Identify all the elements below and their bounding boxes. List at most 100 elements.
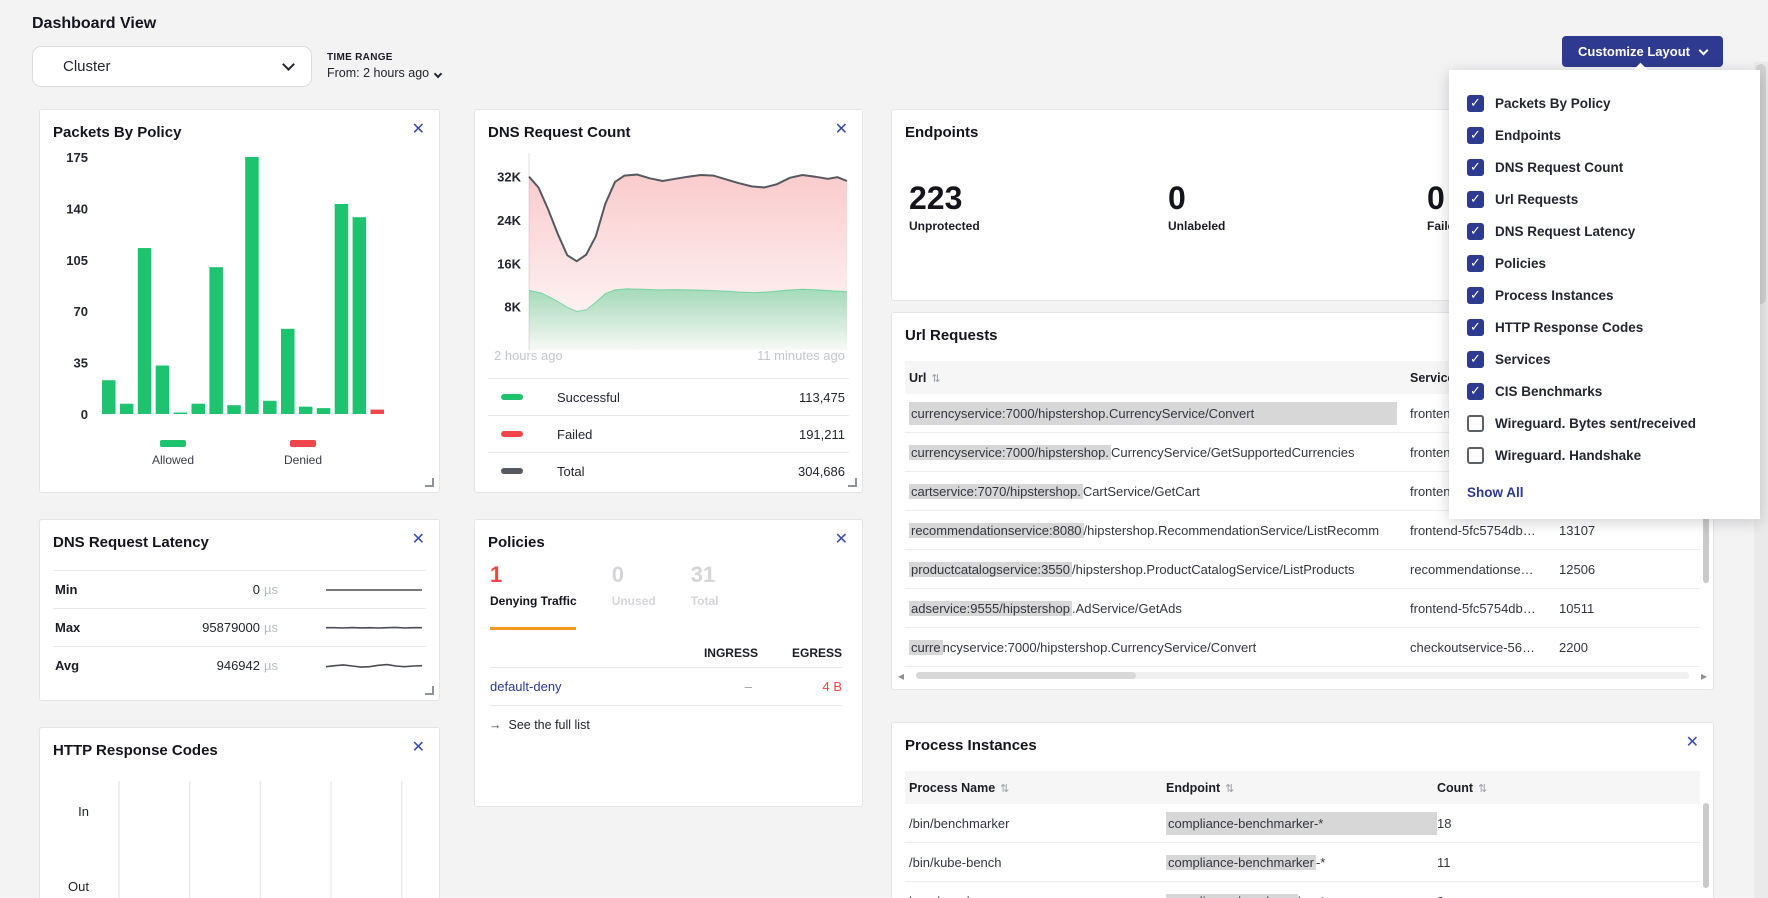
sort-icon: ⇅ [1000, 783, 1009, 795]
legend-item-denied: Denied [275, 440, 331, 467]
url-table-row[interactable]: productcatalogservice:3550/hipstershop.P… [905, 550, 1700, 589]
scroll-left-icon[interactable]: ◂ [898, 669, 904, 683]
process-table-row[interactable]: /bin/kube-bench compliance-benchmarker-*… [905, 843, 1700, 882]
checkbox[interactable] [1467, 447, 1484, 464]
checkbox[interactable] [1467, 319, 1484, 336]
svg-text:16K: 16K [497, 256, 521, 271]
view-selector-dropdown[interactable]: Cluster [32, 46, 312, 87]
checkbox[interactable] [1467, 255, 1484, 272]
scroll-right-icon[interactable]: ▸ [1701, 669, 1707, 683]
column-header-process-name[interactable]: Process Name⇅ [905, 781, 1166, 795]
column-header-url[interactable]: Url⇅ [905, 371, 1410, 385]
show-all-link[interactable]: Show All [1467, 485, 1524, 500]
policy-egress-value: 4 B [752, 679, 842, 694]
legend-row-total: Total 304,686 [488, 452, 849, 489]
menu-item-wireguard-handshake[interactable]: Wireguard. Handshake [1467, 439, 1760, 471]
time-range-value[interactable]: From: 2 hours ago [327, 66, 441, 80]
sort-icon: ⇅ [1478, 783, 1487, 795]
row-label-in: In [49, 804, 89, 819]
card-dns-request-count: DNS Request Count ✕ 8K16K24K32K 2 hours … [474, 109, 863, 493]
close-icon[interactable]: ✕ [835, 122, 848, 138]
horizontal-scrollbar[interactable] [916, 672, 1689, 679]
menu-item-wireguard-bytes[interactable]: Wireguard. Bytes sent/received [1467, 407, 1760, 439]
vertical-scrollbar-thumb[interactable] [1703, 803, 1709, 888]
policy-ingress-value: – [696, 679, 752, 694]
checkbox[interactable] [1467, 159, 1484, 176]
checkbox[interactable] [1467, 287, 1484, 304]
resize-handle[interactable] [848, 478, 857, 487]
process-table-row[interactable]: benchmarker compliance-benchmarker-* 9 [905, 882, 1700, 898]
checkbox[interactable] [1467, 383, 1484, 400]
http-codes-grid-chart [40, 781, 439, 898]
sparkline-max [326, 618, 422, 638]
arrow-right-icon: → [489, 718, 502, 732]
close-icon[interactable]: ✕ [835, 532, 848, 548]
menu-item-policies[interactable]: Policies [1467, 247, 1760, 279]
legend-swatch-allowed [160, 440, 186, 447]
close-icon[interactable]: ✕ [412, 532, 425, 548]
active-tab-underline [490, 627, 576, 630]
checkbox[interactable] [1467, 127, 1484, 144]
svg-text:0: 0 [81, 407, 88, 422]
column-header-count[interactable]: Count⇅ [1437, 781, 1547, 795]
tab-denying-traffic[interactable]: 1 Denying Traffic [490, 564, 577, 608]
tab-total[interactable]: 31 Total [691, 564, 719, 608]
menu-item-dns-request-latency[interactable]: DNS Request Latency [1467, 215, 1760, 247]
resize-handle[interactable] [425, 478, 434, 487]
checkbox[interactable] [1467, 415, 1484, 432]
legend-row-failed: Failed 191,211 [488, 415, 849, 452]
card-title: Endpoints [905, 124, 978, 141]
close-icon[interactable]: ✕ [1686, 735, 1699, 751]
see-full-list-link[interactable]: →See the full list [489, 718, 590, 732]
svg-text:70: 70 [74, 304, 88, 319]
menu-item-dns-request-count[interactable]: DNS Request Count [1467, 151, 1760, 183]
x-label-end: 11 minutes ago [757, 348, 845, 363]
column-header-endpoint[interactable]: Endpoint⇅ [1166, 781, 1437, 795]
stat-unprotected: 223 Unprotected [909, 182, 1168, 233]
dns-chart-x-labels: 2 hours ago 11 minutes ago [494, 348, 845, 363]
checkbox[interactable] [1467, 95, 1484, 112]
checkbox[interactable] [1467, 351, 1484, 368]
resize-handle[interactable] [425, 686, 434, 695]
svg-text:105: 105 [66, 253, 88, 268]
card-title: HTTP Response Codes [53, 742, 218, 759]
legend-swatch-successful [501, 394, 523, 400]
process-table-row[interactable]: /bin/benchmarker compliance-benchmarker-… [905, 804, 1700, 843]
chevron-down-icon [1699, 45, 1709, 55]
close-icon[interactable]: ✕ [412, 122, 425, 138]
menu-item-services[interactable]: Services [1467, 343, 1760, 375]
tab-unused[interactable]: 0 Unused [612, 564, 656, 608]
menu-item-endpoints[interactable]: Endpoints [1467, 119, 1760, 151]
legend-row-successful: Successful 113,475 [488, 378, 849, 415]
horizontal-scrollbar-thumb[interactable] [916, 672, 1136, 679]
policies-table-header: INGRESS EGRESS [490, 638, 842, 668]
menu-item-url-requests[interactable]: Url Requests [1467, 183, 1760, 215]
latency-rows: Min 0µs Max 95879000µs Avg 946942µs [53, 570, 426, 684]
customize-layout-button[interactable]: Customize Layout [1562, 36, 1723, 67]
legend-item-allowed: Allowed [145, 440, 201, 467]
menu-item-cis-benchmarks[interactable]: CIS Benchmarks [1467, 375, 1760, 407]
svg-text:140: 140 [66, 201, 88, 216]
menu-item-process-instances[interactable]: Process Instances [1467, 279, 1760, 311]
card-title: Url Requests [905, 327, 998, 344]
url-table-row[interactable]: adservice:9555/hipstershop.AdService/Get… [905, 589, 1700, 628]
card-dns-request-latency: DNS Request Latency ✕ Min 0µs Max 958790… [39, 519, 440, 701]
bar-chart-legend: Allowed Denied [40, 440, 439, 486]
stat-unlabeled: 0 Unlabeled [1168, 182, 1427, 233]
view-selector-value: Cluster [63, 58, 284, 75]
chevron-down-icon [282, 58, 295, 71]
checkbox[interactable] [1467, 191, 1484, 208]
checkbox[interactable] [1467, 223, 1484, 240]
url-table-row[interactable]: currencyservice:7000/hipstershop.Currenc… [905, 628, 1700, 667]
dns-area-chart: 8K16K24K32K [475, 145, 862, 357]
policy-link[interactable]: default-deny [490, 679, 562, 694]
row-label-out: Out [49, 879, 89, 894]
close-icon[interactable]: ✕ [412, 740, 425, 756]
menu-item-packets-by-policy[interactable]: Packets By Policy [1467, 87, 1760, 119]
latency-row-max: Max 95879000µs [53, 608, 426, 646]
packets-bar-chart: 17514010570350 [40, 148, 439, 438]
menu-item-http-response-codes[interactable]: HTTP Response Codes [1467, 311, 1760, 343]
card-title: Policies [488, 534, 545, 551]
card-process-instances: Process Instances ✕ Process Name⇅ Endpoi… [891, 722, 1714, 898]
svg-text:35: 35 [74, 356, 88, 371]
